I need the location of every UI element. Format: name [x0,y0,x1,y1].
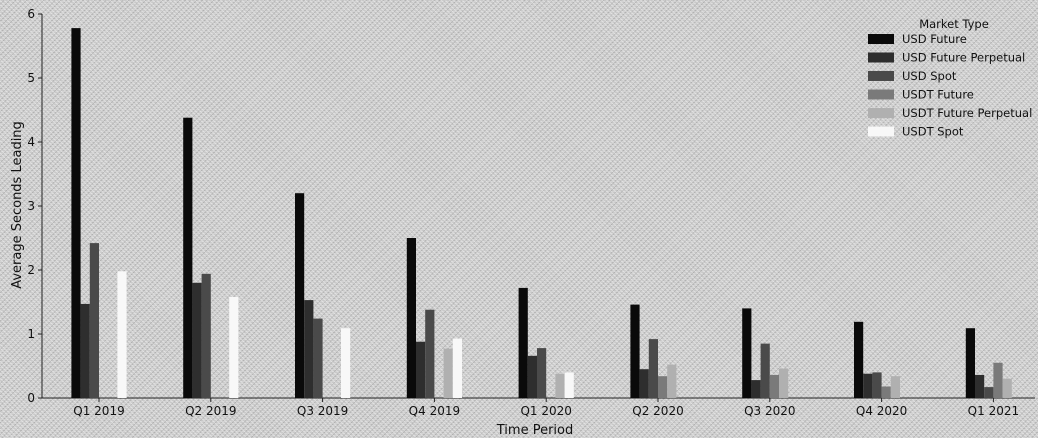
x-tick-label: Q3 2020 [744,404,795,418]
y-tick-label: 6 [27,7,35,21]
bar [872,372,882,398]
legend-swatch [868,52,894,63]
bar [229,296,239,398]
x-tick-label: Q2 2020 [632,404,683,418]
bar [760,343,770,398]
bars [71,28,1012,398]
legend-entry: USD Future Perpetual [902,51,1025,65]
bar [89,243,99,398]
bar [658,376,668,398]
bar [751,380,761,398]
bar [854,321,864,398]
bar [425,309,435,398]
bar [406,238,416,398]
bar [890,376,900,398]
legend: Market Type USD Future USD Future Perpetu… [868,17,1032,139]
bar [192,282,202,398]
bar [965,328,975,398]
bar [984,387,994,398]
bar [304,300,314,398]
bar [975,375,985,398]
bar [117,271,127,398]
legend-entry: USD Spot [902,69,957,83]
bar [779,368,789,398]
bar [863,373,873,398]
y-tick-label: 2 [27,263,35,277]
bar [295,193,305,398]
bar [648,339,658,398]
bar [201,273,211,398]
legend-swatch [868,89,894,100]
legend-entry: USDT Future Perpetual [902,106,1032,120]
x-tick-label: Q3 2019 [297,404,348,418]
x-tick-label: Q1 2021 [968,404,1019,418]
bar [518,287,528,398]
legend-title: Market Type [919,17,989,31]
bar [993,362,1003,398]
bar [443,348,453,398]
y-tick-label: 3 [27,199,35,213]
y-tick-labels: 0 1 2 3 4 5 6 [27,7,42,405]
x-tick-label: Q1 2019 [73,404,124,418]
legend-swatch [868,126,894,137]
y-axis-label: Average Seconds Leading [10,121,25,289]
x-tick-label: Q2 2019 [185,404,236,418]
bar [742,308,752,398]
bar [1002,378,1012,398]
legend-swatch [868,34,894,44]
bar [769,375,779,398]
bar [555,373,565,398]
y-tick-label: 1 [27,327,35,341]
bar [71,28,81,398]
bar [452,338,462,398]
x-axis-label: Time Period [496,423,573,438]
x-tick-label: Q1 2020 [520,404,571,418]
legend-entry: USD Future [902,32,967,46]
bar [881,386,891,398]
y-tick-label: 0 [27,391,35,405]
bar [639,369,649,398]
bar [667,364,677,398]
bar [416,341,426,398]
bar [537,348,547,398]
bar [313,318,323,398]
legend-entry: USDT Spot [902,125,964,139]
bar [341,328,351,398]
x-tick-labels: Q1 2019 Q2 2019 Q3 2019 Q4 2019 Q1 2020 Q2 20… [73,398,1019,418]
bar [564,372,574,398]
legend-swatch [868,108,894,118]
x-tick-label: Q4 2020 [856,404,907,418]
bar [80,303,90,398]
bar [630,304,640,398]
legend-swatch [868,71,894,81]
bar [183,117,193,398]
y-tick-label: 5 [27,71,35,85]
y-tick-label: 4 [27,135,35,149]
bar [527,355,537,398]
x-tick-label: Q4 2019 [409,404,460,418]
legend-entry: USDT Future [902,88,974,102]
